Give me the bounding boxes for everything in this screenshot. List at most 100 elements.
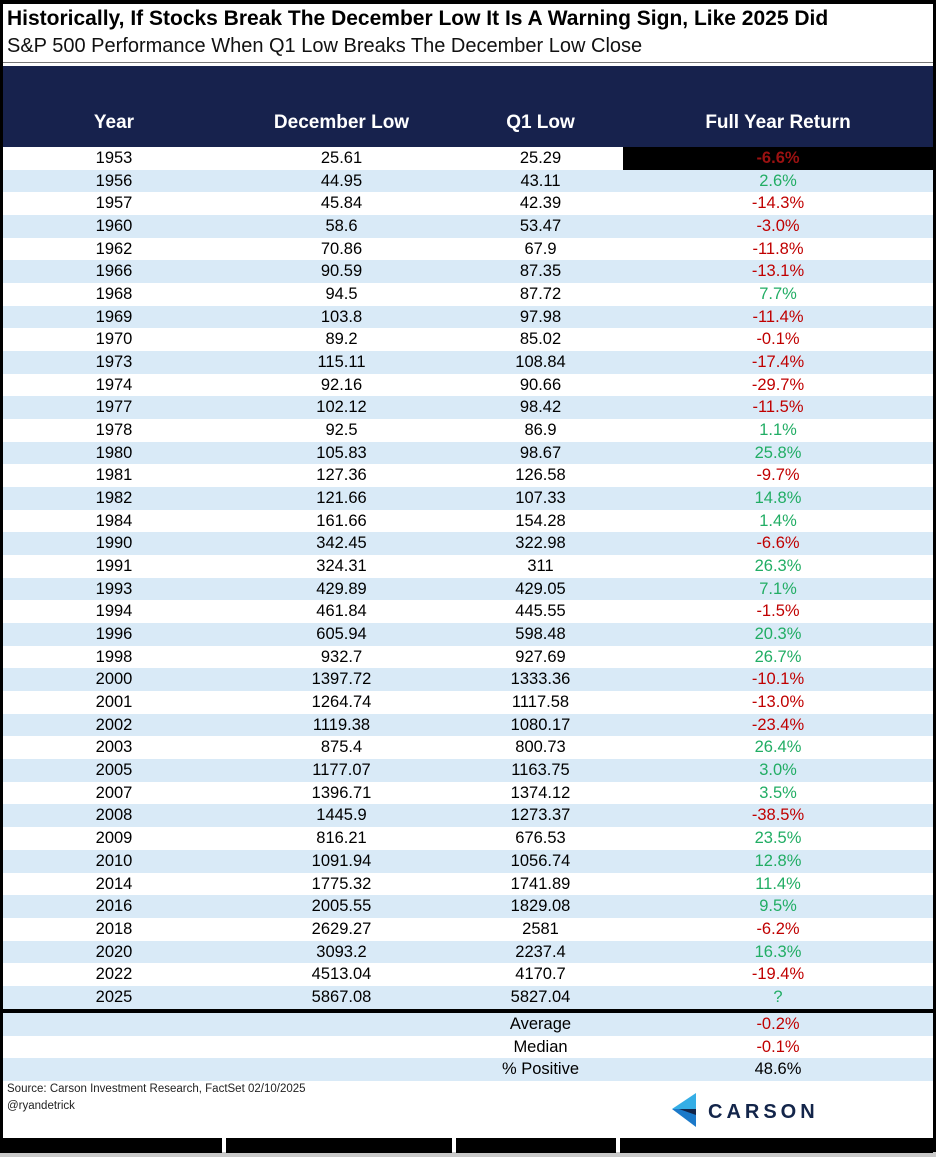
full-year-return-cell: 20.3% (754, 625, 802, 644)
year-cell: 1970 (95, 330, 133, 349)
redacted-bar (226, 1138, 452, 1153)
table-row: 2000 1397.72 1333.36 -10.1% (3, 668, 933, 692)
table-row: 1966 90.59 87.35 -13.1% (3, 260, 933, 284)
table-row: 1957 45.84 42.39 -14.3% (3, 192, 933, 216)
table-row: 2007 1396.71 1374.12 3.5% (3, 781, 933, 805)
summary-row: Median -0.1% (3, 1035, 933, 1059)
year-cell: 2009 (95, 829, 133, 848)
column-header-year: Year (93, 112, 135, 133)
full-year-return-cell: -11.8% (752, 239, 804, 258)
year-cell: 1993 (95, 579, 133, 598)
year-cell: 2007 (95, 783, 133, 802)
year-cell: 2010 (95, 851, 133, 870)
december-low-cell: 5867.08 (311, 987, 372, 1006)
table-row: 1993 429.89 429.05 7.1% (3, 577, 933, 601)
year-cell: 1978 (95, 421, 133, 440)
year-cell: 1991 (95, 557, 133, 576)
year-cell: 1968 (95, 285, 133, 304)
full-year-return-cell: 3.0% (759, 761, 797, 780)
december-low-cell: 25.61 (320, 149, 363, 167)
q1-low-cell: 311 (527, 557, 554, 576)
december-low-cell: 94.5 (325, 285, 358, 304)
table-row: 1973 115.11 108.84 -17.4% (3, 351, 933, 374)
summary-label: Average (509, 1015, 572, 1033)
summary-rows: Average -0.2% Median -0.1% % Positive 48.6% (3, 1013, 933, 1082)
year-cell: 1957 (95, 194, 133, 213)
q1-low-cell: 154.28 (515, 511, 566, 530)
summary-value: 48.6% (754, 1060, 802, 1079)
q1-low-cell: 1163.75 (511, 761, 570, 780)
december-low-cell: 4513.04 (311, 965, 372, 984)
full-year-return-cell: -6.2% (756, 919, 800, 938)
redacted-bar (0, 1138, 222, 1153)
year-cell: 1974 (95, 375, 133, 394)
empty-cell (225, 1013, 458, 1036)
q1-low-cell: 90.66 (519, 375, 562, 394)
q1-low-cell: 1117.58 (511, 693, 570, 712)
q1-low-cell: 676.53 (515, 829, 566, 848)
q1-low-cell: 1741.89 (510, 874, 571, 893)
year-cell: 1990 (95, 534, 133, 553)
december-low-cell: 875.4 (320, 738, 363, 757)
table-row: 2018 2629.27 2581 -6.2% (3, 917, 933, 941)
december-low-cell: 102.12 (316, 398, 367, 417)
december-low-cell: 103.8 (320, 307, 363, 326)
table-row: 2005 1177.07 1163.75 3.0% (3, 759, 933, 782)
december-low-cell: 161.66 (316, 511, 367, 530)
column-header-full-year-return: Full Year Return (705, 112, 851, 133)
year-cell: 1962 (95, 239, 133, 258)
full-year-return-cell: 26.4% (754, 738, 802, 757)
december-low-cell: 1445.9 (316, 806, 367, 825)
author-handle: @ryandetrick (7, 1100, 75, 1112)
december-low-cell: 429.89 (316, 579, 367, 598)
q1-low-cell: 86.9 (524, 421, 557, 440)
year-cell: 1956 (95, 171, 133, 190)
year-cell: 1981 (95, 466, 133, 485)
year-cell: 1953 (95, 149, 133, 167)
table-body: 1953 25.61 25.29 -6.6% 1956 44.95 43.11 2.6% 195… (3, 147, 933, 1009)
full-year-return-cell: -3.0% (756, 217, 800, 236)
table-row: 1962 70.86 67.9 -11.8% (3, 237, 933, 261)
year-cell: 2000 (95, 670, 133, 689)
year-cell: 1994 (95, 602, 133, 621)
full-year-return-cell: 11.4% (755, 874, 801, 893)
table-row: 1969 103.8 97.98 -11.4% (3, 305, 933, 329)
full-year-return-cell: -6.6% (756, 534, 800, 553)
table-row: 2003 875.4 800.73 26.4% (3, 736, 933, 760)
table-row: 1982 121.66 107.33 14.8% (3, 487, 933, 510)
table-row: 1953 25.61 25.29 -6.6% (3, 147, 933, 170)
year-cell: 2002 (95, 715, 133, 734)
left-border (0, 0, 3, 1153)
table-row: 1984 161.66 154.28 1.4% (3, 509, 933, 533)
december-low-cell: 1177.07 (312, 761, 371, 780)
year-cell: 2018 (95, 919, 133, 938)
december-low-cell: 2629.27 (311, 919, 372, 938)
december-low-cell: 58.6 (325, 217, 358, 236)
full-year-return-cell: -14.3% (751, 194, 805, 213)
table-row: 2014 1775.32 1741.89 11.4% (3, 872, 933, 896)
full-year-return-cell: -6.6% (623, 147, 933, 170)
q1-low-cell: 429.05 (515, 579, 566, 598)
year-cell: 1982 (95, 489, 133, 508)
carson-logo: CARSON (668, 1092, 819, 1133)
december-low-cell: 70.86 (320, 239, 363, 258)
december-low-cell: 342.45 (316, 534, 367, 553)
december-low-cell: 1396.71 (311, 783, 372, 802)
table-row: 1956 44.95 43.11 2.6% (3, 169, 933, 193)
q1-low-cell: 108.84 (515, 353, 566, 372)
year-cell: 2022 (95, 965, 133, 984)
year-cell: 2020 (95, 942, 133, 961)
column-header-q1-low: Q1 Low (506, 112, 575, 133)
december-low-cell: 461.84 (316, 602, 367, 621)
table-row: 2009 816.21 676.53 23.5% (3, 827, 933, 850)
full-year-return-cell: 12.8% (754, 851, 802, 870)
full-year-return-cell: 25.8% (754, 443, 802, 462)
q1-low-cell: 598.48 (515, 625, 566, 644)
q1-low-cell: 2581 (522, 919, 559, 938)
source-text: Source: Carson Investment Research, Fact… (7, 1083, 306, 1095)
table-row: 1978 92.5 86.9 1.1% (3, 419, 933, 442)
q1-low-cell: 927.69 (515, 647, 566, 666)
top-border (0, 0, 936, 4)
q1-low-cell: 322.98 (515, 534, 566, 553)
full-year-return-cell: -23.4% (751, 715, 805, 734)
